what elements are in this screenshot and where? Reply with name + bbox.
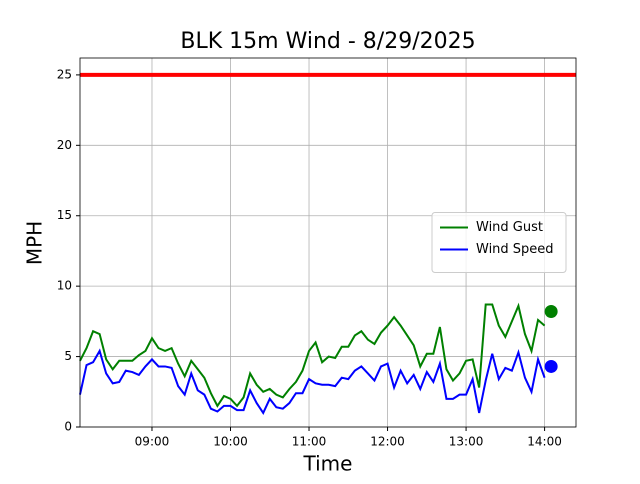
legend-label: Wind Speed (476, 242, 554, 257)
y-tick-label: 10 (57, 279, 72, 293)
x-tick-label: 14:00 (527, 435, 562, 449)
y-axis-label: MPH (23, 221, 47, 265)
y-tick-label: 15 (57, 208, 72, 222)
x-tick-label: 11:00 (292, 435, 327, 449)
y-tick-label: 5 (64, 349, 72, 363)
x-axis-label: Time (303, 452, 353, 476)
y-tick-label: 25 (57, 67, 72, 81)
x-tick-label: 09:00 (135, 435, 170, 449)
x-tick-label: 12:00 (370, 435, 405, 449)
chart-title: BLK 15m Wind - 8/29/2025 (180, 29, 475, 54)
legend-label: Wind Gust (476, 220, 543, 235)
x-tick-label: 10:00 (213, 435, 248, 449)
legend: Wind Gust Wind Speed (431, 212, 567, 273)
plot-frame (79, 57, 577, 428)
x-tick-label: 13:00 (449, 435, 484, 449)
y-tick-label: 20 (57, 138, 72, 152)
y-tick-label: 0 (64, 420, 72, 434)
series-line (79, 302, 546, 408)
series-line (79, 348, 546, 415)
latest-marker (544, 305, 558, 319)
latest-marker (544, 359, 558, 373)
